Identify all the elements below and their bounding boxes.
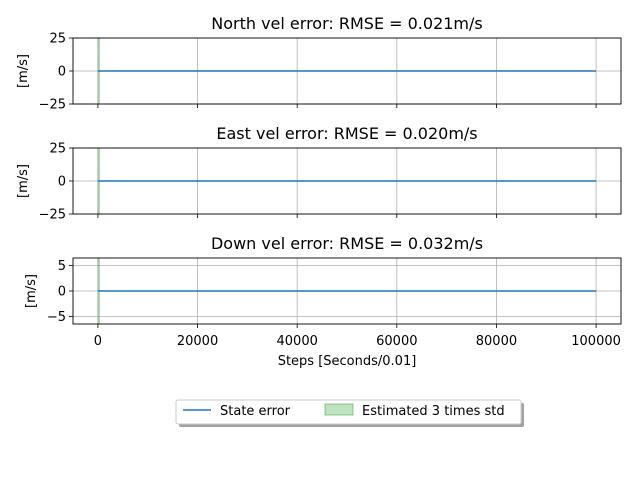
x-axis-label: Steps [Seconds/0.01] [278,354,417,369]
north-ytick-label-0: −25 [39,98,66,113]
north-vel-error-panel: North vel error: RMSE = 0.021m/s [m/s] −… [16,14,622,113]
down-xtick-label-2: 40000 [277,334,318,349]
down-ytick-label-0: −5 [47,310,66,325]
down-xtick-label-4: 80000 [476,334,517,349]
down-vel-error-panel: Down vel error: RMSE = 0.032m/s [m/s] St… [24,234,622,369]
north-ytick-label-2: 25 [49,32,66,47]
legend-frame [175,399,522,425]
legend-label-estimated-std: Estimated 3 times std [362,404,505,419]
down-xtick-label-1: 20000 [177,334,218,349]
east-ytick-label-2: 25 [49,142,66,157]
north-panel-title: North vel error: RMSE = 0.021m/s [211,14,483,33]
down-panel-ylabel: [m/s] [24,274,39,308]
down-ytick-label-2: 5 [58,259,66,274]
east-vel-error-panel: East vel error: RMSE = 0.020m/s [m/s] −2… [16,124,622,223]
down-xtick-label-0: 0 [94,334,102,349]
north-panel-ylabel: [m/s] [16,54,31,88]
east-panel-title: East vel error: RMSE = 0.020m/s [216,124,477,143]
legend-patch-swatch [324,403,354,416]
legend: State error Estimated 3 times std [175,399,524,427]
east-ytick-label-1: 0 [58,175,66,190]
down-xtick-label-5: 100000 [571,334,621,349]
down-xtick-label-3: 60000 [376,334,417,349]
legend-label-state-error: State error [220,404,291,419]
east-panel-ylabel: [m/s] [16,164,31,198]
north-ytick-label-1: 0 [58,65,66,80]
down-panel-title: Down vel error: RMSE = 0.032m/s [211,234,483,253]
down-ytick-label-1: 0 [58,285,66,300]
east-ytick-label-0: −25 [39,208,66,223]
